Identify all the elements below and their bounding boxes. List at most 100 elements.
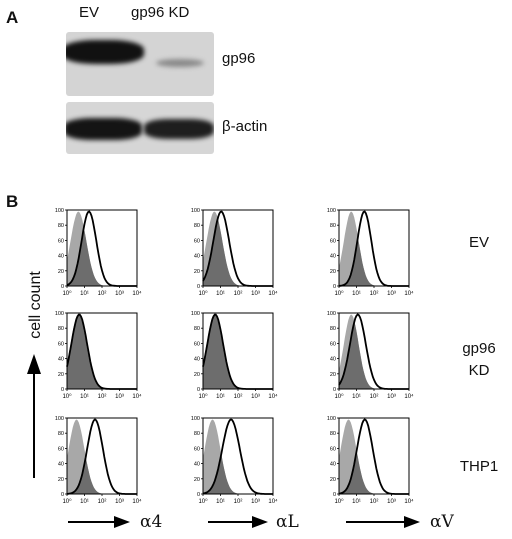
x-tick-label: 10³	[387, 499, 396, 505]
row-label-thp1: THP1	[454, 456, 504, 478]
y-tick-label: 60	[194, 446, 200, 452]
x-tick-label: 10²	[234, 291, 243, 297]
y-tick-label: 20	[194, 372, 200, 378]
band-actin-ev	[66, 118, 142, 140]
y-tick-label: 20	[330, 372, 336, 378]
y-axis-arrow	[27, 354, 41, 478]
histogram-panels: 0 20 40 60 80 100 10⁰ 10¹ 10² 10³ 10⁴ 0 20 40 60 80 100 1…	[55, 208, 414, 505]
x-tick-label: 10⁴	[132, 393, 142, 400]
x-tick-label: 10²	[370, 499, 379, 505]
x-tick-label: 10²	[234, 394, 243, 400]
y-tick-label: 20	[194, 269, 200, 275]
x-tick-label: 10¹	[216, 291, 225, 297]
y-tick-label: 20	[330, 477, 336, 483]
control-histogram	[67, 419, 137, 494]
y-tick-label: 40	[330, 254, 336, 260]
x-tick-label: 10³	[251, 291, 260, 297]
x-arrow-1	[208, 516, 268, 528]
y-tick-label: 0	[61, 387, 64, 393]
histogram-4: 0 20 40 60 80 100 10⁰ 10¹ 10² 10³ 10⁴	[191, 311, 278, 400]
overlap-region	[339, 451, 409, 494]
x-tick-label: 10⁴	[268, 498, 278, 505]
x-tick-label: 10⁴	[404, 498, 414, 505]
band-gp96-ev	[66, 40, 144, 64]
y-tick-label: 80	[194, 326, 200, 332]
y-tick-label: 40	[330, 462, 336, 468]
y-tick-label: 100	[191, 311, 200, 317]
row-label-gp96-kd-line-2: KD	[468, 362, 490, 379]
histogram-1: 0 20 40 60 80 100 10⁰ 10¹ 10² 10³ 10⁴	[191, 208, 278, 297]
histogram-3: 0 20 40 60 80 100 10⁰ 10¹ 10² 10³ 10⁴	[55, 311, 142, 400]
y-tick-label: 60	[194, 341, 200, 347]
y-tick-label: 60	[58, 341, 64, 347]
y-tick-label: 60	[194, 238, 200, 244]
x-tick-label: 10⁰	[198, 393, 208, 400]
x-tick-label: 10⁴	[404, 290, 414, 297]
y-tick-label: 0	[197, 387, 200, 393]
x-tick-label: 10⁰	[198, 498, 208, 505]
x-tick-label: 10⁰	[62, 393, 72, 400]
y-tick-label: 100	[191, 208, 200, 214]
y-tick-label: 0	[333, 284, 336, 290]
x-tick-label: 10¹	[352, 394, 361, 400]
y-tick-label: 40	[58, 254, 64, 260]
y-tick-label: 0	[333, 387, 336, 393]
y-tick-label: 0	[61, 492, 64, 498]
y-tick-label: 100	[327, 208, 336, 214]
overlap-region	[339, 322, 409, 389]
panel-a-letter: A	[6, 8, 19, 27]
y-tick-label: 80	[194, 223, 200, 229]
overlap-region	[67, 314, 137, 389]
x-tick-label: 10²	[370, 394, 379, 400]
x-tick-label: 10³	[251, 394, 260, 400]
y-tick-label: 20	[58, 372, 64, 378]
overlap-region	[67, 230, 137, 286]
x-tick-label: 10²	[370, 291, 379, 297]
y-tick-label: 60	[58, 238, 64, 244]
band-label-gp96: gp96	[222, 50, 256, 67]
y-tick-label: 0	[197, 492, 200, 498]
x-arrow-0	[68, 516, 130, 528]
y-tick-label: 100	[327, 416, 336, 422]
row-label-gp96-kd-line-1: gp96	[462, 340, 496, 357]
x-axis-label-alpha4: α4	[140, 512, 163, 532]
panel-b-letter: B	[6, 192, 19, 211]
y-tick-label: 20	[58, 477, 64, 483]
histogram-6: 0 20 40 60 80 100 10⁰ 10¹ 10² 10³ 10⁴	[55, 416, 142, 505]
y-tick-label: 80	[194, 431, 200, 437]
x-tick-label: 10¹	[216, 499, 225, 505]
histogram-2: 0 20 40 60 80 100 10⁰ 10¹ 10² 10³ 10⁴	[327, 208, 414, 297]
histogram-8: 0 20 40 60 80 100 10⁰ 10¹ 10² 10³ 10⁴	[327, 416, 414, 505]
x-tick-label: 10¹	[80, 291, 89, 297]
overlap-region	[203, 219, 273, 286]
y-tick-label: 20	[194, 477, 200, 483]
y-tick-label: 40	[194, 462, 200, 468]
y-tick-label: 80	[58, 326, 64, 332]
lane-label-ev: EV	[79, 4, 100, 21]
band-actin-kd	[144, 119, 214, 139]
row-label-ev-line: EV	[468, 234, 489, 251]
y-tick-label: 80	[330, 326, 336, 332]
x-tick-label: 10²	[98, 291, 107, 297]
y-tick-label: 80	[58, 431, 64, 437]
band-label-beta-actin: β-actin	[222, 118, 268, 135]
y-tick-label: 40	[194, 357, 200, 363]
y-tick-label: 100	[55, 208, 64, 214]
blot-beta-actin	[66, 102, 214, 154]
x-tick-label: 10¹	[352, 291, 361, 297]
x-tick-label: 10¹	[80, 499, 89, 505]
x-axis-label-alphaL: αL	[276, 512, 299, 532]
y-tick-label: 80	[330, 223, 336, 229]
x-tick-label: 10¹	[352, 499, 361, 505]
x-tick-label: 10¹	[216, 394, 225, 400]
x-tick-label: 10⁴	[268, 290, 278, 297]
x-axis-arrows	[68, 516, 420, 528]
x-tick-label: 10⁰	[334, 498, 344, 505]
y-tick-label: 0	[197, 284, 200, 290]
x-tick-label: 10³	[387, 291, 396, 297]
y-tick-label: 100	[327, 311, 336, 317]
y-tick-label: 60	[330, 238, 336, 244]
x-tick-label: 10²	[98, 499, 107, 505]
y-tick-label: 60	[330, 341, 336, 347]
